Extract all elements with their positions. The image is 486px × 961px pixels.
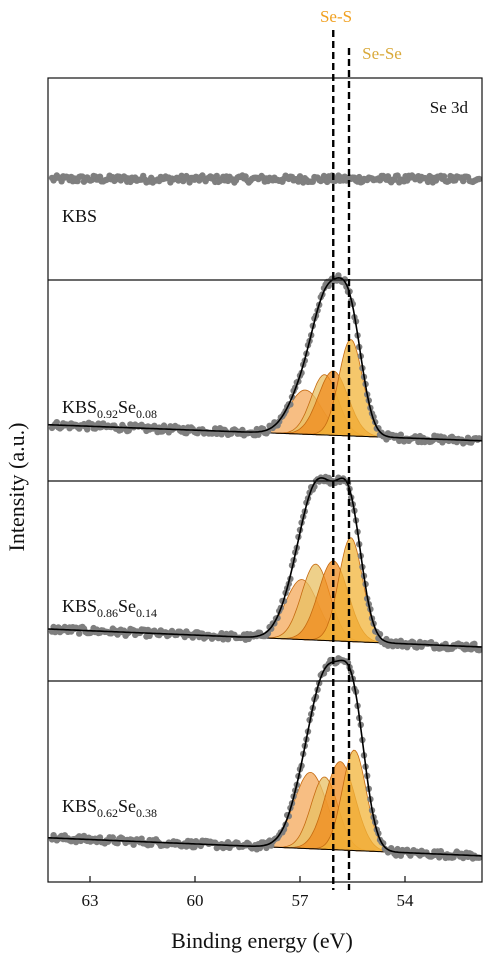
fit-envelope-2: [47, 276, 483, 442]
ref-label-se-s: Se-S: [320, 7, 352, 26]
fit-envelope-4: [48, 659, 483, 857]
x-tick-label: 63: [82, 891, 99, 910]
panels-layer: KBS KBS0.92Se0.08 KBS0.86Se0.14 KBS0.62Se0.…: [47, 172, 483, 862]
sample-label-2: KBS0.92Se0.08: [62, 397, 157, 421]
plot-frame: [47, 77, 483, 883]
spectrum-panel-4: KBS0.62Se0.38: [48, 655, 483, 862]
plot-border: [47, 77, 483, 883]
x-tick-label: 54: [397, 891, 415, 910]
x-axis-label: Binding energy (eV): [171, 928, 353, 953]
spectrum-panel-3: KBS0.86Se0.14: [47, 473, 483, 654]
sample-label-4: KBS0.62Se0.38: [62, 796, 157, 820]
spectrum-panel-2: KBS0.92Se0.08: [47, 272, 483, 447]
y-axis-label: Intensity (a.u.): [4, 423, 29, 552]
x-tick-label: 60: [187, 891, 204, 910]
x-tick-label: 57: [292, 891, 310, 910]
sample-label-1: KBS: [62, 206, 97, 226]
x-axis-ticks: 63 60 57 54: [82, 876, 415, 910]
reference-lines: [332, 30, 351, 890]
data-points-3: [48, 473, 483, 654]
spectrum-panel-1: KBS: [48, 172, 483, 226]
data-points-1: [48, 172, 483, 186]
fit-envelope-3: [47, 477, 483, 648]
corner-label: Se 3d: [430, 98, 469, 117]
data-points-4: [48, 655, 483, 862]
ref-label-se-se: Se-Se: [362, 44, 402, 63]
sample-label-3: KBS0.86Se0.14: [62, 596, 157, 620]
